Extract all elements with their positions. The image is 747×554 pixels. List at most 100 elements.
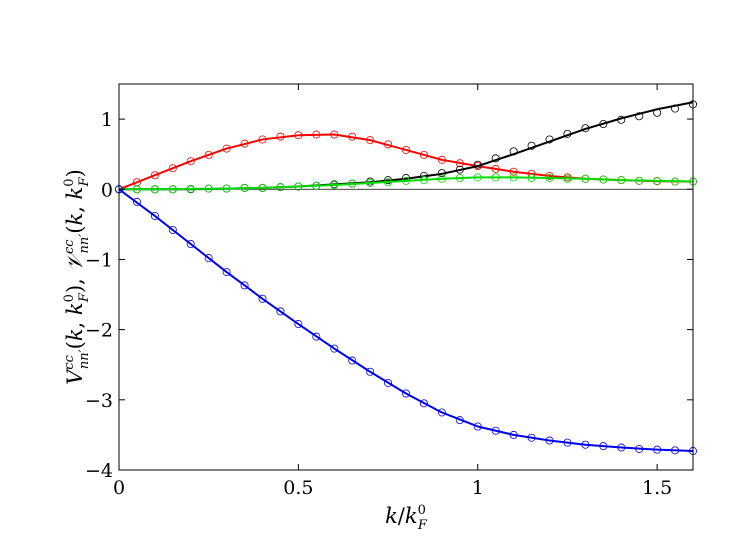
series-0-point bbox=[222, 144, 231, 153]
series-3-point bbox=[204, 254, 213, 263]
series-3-point bbox=[150, 211, 159, 220]
series-3-line bbox=[118, 188, 694, 453]
series-3-point bbox=[401, 389, 410, 398]
series-2-point bbox=[581, 174, 590, 183]
series-3-point bbox=[258, 294, 267, 303]
series-2-point bbox=[671, 177, 680, 186]
series-3-point bbox=[384, 378, 393, 387]
series-0-point bbox=[204, 150, 213, 159]
series-0-point bbox=[509, 167, 518, 176]
series-0-point bbox=[312, 130, 321, 139]
series-2-point bbox=[330, 181, 339, 190]
series-2-point bbox=[366, 178, 375, 187]
series-0-point bbox=[150, 171, 159, 180]
series-0-point bbox=[276, 132, 285, 141]
series-1-point bbox=[617, 115, 626, 124]
series-3-point bbox=[276, 307, 285, 316]
series-1-point bbox=[384, 176, 393, 185]
series-3-point bbox=[527, 433, 536, 442]
plot-area bbox=[119, 84, 693, 470]
series-2-point bbox=[617, 176, 626, 185]
x-tick-label: 0.5 bbox=[283, 477, 313, 499]
y-tick-label: −2 bbox=[85, 320, 113, 342]
series-2-point bbox=[186, 184, 195, 193]
series-2-point bbox=[204, 184, 213, 193]
series-0-point bbox=[401, 145, 410, 154]
series-2-point bbox=[258, 183, 267, 192]
series-3-point bbox=[419, 399, 428, 408]
series-2-point bbox=[563, 174, 572, 183]
series-0-point bbox=[240, 139, 249, 148]
series-2-point bbox=[473, 173, 482, 182]
series-3-point bbox=[132, 197, 141, 206]
series-3-point bbox=[330, 344, 339, 353]
series-0-point bbox=[384, 140, 393, 149]
series-1-point bbox=[653, 108, 662, 117]
y-tick-label: −1 bbox=[85, 249, 113, 271]
series-3-point bbox=[222, 268, 231, 277]
series-3-point bbox=[509, 430, 518, 439]
series-0-point bbox=[366, 136, 375, 145]
series-2-point bbox=[150, 185, 159, 194]
y-tick-label: 1 bbox=[101, 109, 113, 131]
series-0-point bbox=[168, 164, 177, 173]
y-tick-label: −3 bbox=[85, 390, 113, 412]
series-0-point bbox=[294, 131, 303, 140]
series-2-point bbox=[455, 174, 464, 183]
axes-box bbox=[118, 83, 694, 471]
series-3-point bbox=[563, 438, 572, 447]
series-3-point bbox=[671, 446, 680, 455]
series-3-point bbox=[653, 445, 662, 454]
series-1-point bbox=[473, 160, 482, 169]
series-3-point bbox=[599, 442, 608, 451]
series-3-point bbox=[581, 440, 590, 449]
series-2-point bbox=[132, 185, 141, 194]
series-2-point bbox=[222, 184, 231, 193]
series-0-point bbox=[186, 157, 195, 166]
series-0-point bbox=[258, 135, 267, 144]
series-1-point bbox=[545, 135, 554, 144]
series-0-point bbox=[419, 150, 428, 159]
series-1-point bbox=[563, 129, 572, 138]
series-2-point bbox=[599, 175, 608, 184]
series-3-point bbox=[366, 367, 375, 376]
series-0-point bbox=[545, 171, 554, 180]
x-axis-label: k/k0 F bbox=[385, 503, 428, 533]
series-3-point bbox=[348, 356, 357, 365]
series-1-point bbox=[581, 124, 590, 133]
series-2-point bbox=[419, 176, 428, 185]
series-2-point bbox=[276, 183, 285, 192]
series-1-point bbox=[635, 112, 644, 121]
series-1-point bbox=[491, 154, 500, 163]
series-3-point bbox=[617, 443, 626, 452]
series-1-point bbox=[455, 165, 464, 174]
series-0-point bbox=[330, 130, 339, 139]
series-0-point bbox=[437, 155, 446, 164]
series-1-point bbox=[527, 141, 536, 150]
y-tick-label: 0 bbox=[101, 179, 113, 201]
series-2-point bbox=[635, 176, 644, 185]
series-3-point bbox=[294, 320, 303, 329]
series-3-point bbox=[455, 416, 464, 425]
series-0-point bbox=[455, 159, 464, 168]
series-2-point bbox=[401, 176, 410, 185]
x-tick-label: 0 bbox=[113, 477, 125, 499]
series-2-point bbox=[653, 176, 662, 185]
series-2-point bbox=[437, 174, 446, 183]
series-2-point bbox=[240, 183, 249, 192]
series-2-point bbox=[168, 185, 177, 194]
series-3-point bbox=[312, 332, 321, 341]
series-2-point bbox=[384, 178, 393, 187]
series-3-point bbox=[473, 422, 482, 431]
series-2-point bbox=[527, 174, 536, 183]
series-3-point bbox=[635, 444, 644, 453]
series-2-point bbox=[348, 179, 357, 188]
series-2-point bbox=[509, 173, 518, 182]
x-tick-label: 1.5 bbox=[642, 477, 672, 499]
series-3-point bbox=[186, 240, 195, 249]
series-0-point bbox=[348, 132, 357, 141]
series-3-point bbox=[240, 281, 249, 290]
series-2-point bbox=[545, 174, 554, 183]
series-3-point bbox=[545, 436, 554, 445]
